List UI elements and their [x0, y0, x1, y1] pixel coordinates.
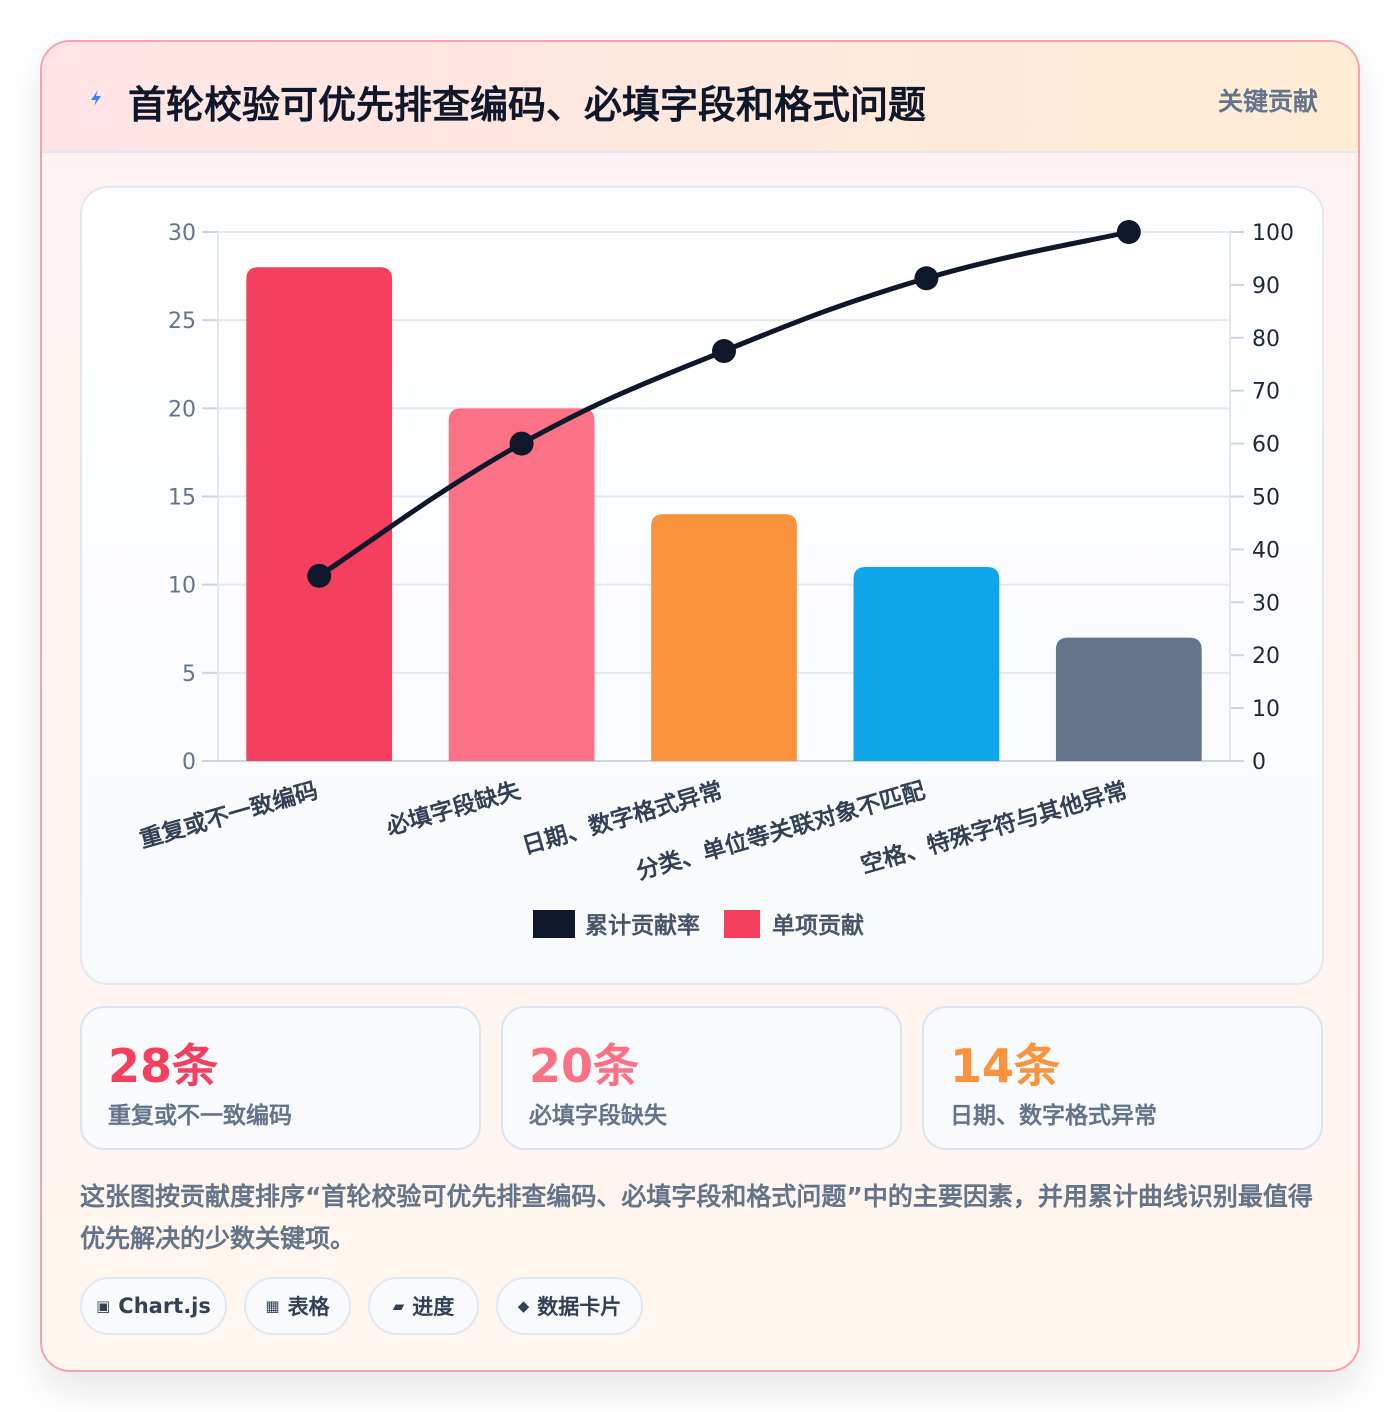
- chip-data-card[interactable]: ◆ 数据卡片: [496, 1277, 643, 1335]
- lightning-icon: [91, 90, 101, 106]
- right-tick-label: 70: [1252, 380, 1280, 405]
- stat-label-2: 必填字段缺失: [529, 1103, 667, 1129]
- chip-label: Chart.js: [118, 1294, 211, 1318]
- key-contribution-badge: 关键贡献: [1217, 87, 1318, 116]
- stat-value-1: 28条: [108, 1039, 219, 1093]
- table-icon: ▦: [265, 1297, 280, 1315]
- x-tick-label: 必填字段缺失: [383, 777, 524, 841]
- stat-label-3: 日期、数字格式异常: [950, 1103, 1157, 1129]
- chip-label: 数据卡片: [537, 1295, 622, 1319]
- report-card: 首轮校验可优先排查编码、必填字段和格式问题 关键贡献 0 5 10 15 20 25 30 0…: [40, 40, 1360, 1372]
- right-tick-label: 40: [1252, 538, 1280, 563]
- legend-swatch-cumulative: [533, 910, 575, 938]
- stat-card-1: 28条 重复或不一致编码: [80, 1006, 481, 1150]
- left-tick-label: 20: [168, 397, 196, 422]
- data-card-icon: ◆: [517, 1297, 530, 1315]
- cumulative-point-2: [509, 431, 534, 456]
- legend-label-cumulative: 累计贡献率: [585, 912, 700, 939]
- bar-3: [651, 514, 797, 761]
- bar-5: [1055, 637, 1202, 761]
- cumulative-point-3: [712, 339, 736, 364]
- left-tick-label: 15: [168, 486, 196, 511]
- right-tick-label: 100: [1252, 221, 1294, 246]
- chip-chartjs[interactable]: ▣ Chart.js: [80, 1277, 227, 1335]
- bar-1: [246, 267, 393, 761]
- right-tick-label: 30: [1252, 591, 1280, 616]
- right-tick-label: 80: [1252, 327, 1280, 352]
- stat-card-2: 20条 必填字段缺失: [501, 1006, 902, 1150]
- chip-label: 表格: [287, 1295, 330, 1319]
- card-header: 首轮校验可优先排查编码、必填字段和格式问题 关键贡献: [42, 42, 1358, 153]
- left-tick-label: 10: [168, 574, 196, 599]
- pareto-chart-panel: 0 5 10 15 20 25 30 0 10 20 30 40 50 60 70 80 90 100 重复或不一致…: [80, 186, 1324, 985]
- cumulative-point-5: [1116, 220, 1141, 244]
- stat-value-2: 20条: [529, 1039, 640, 1093]
- right-tick-label: 10: [1252, 697, 1280, 722]
- bar-4: [853, 567, 1000, 761]
- right-tick-label: 90: [1252, 274, 1280, 299]
- pareto-chart: 0 5 10 15 20 25 30 0 10 20 30 40 50 60 70 80 90 100 重复或不一致…: [137, 220, 1294, 939]
- stat-value-3: 14条: [950, 1039, 1061, 1093]
- progress-icon: ▰: [392, 1297, 405, 1315]
- right-tick-label: 0: [1252, 750, 1266, 775]
- legend-swatch-single: [724, 910, 760, 938]
- bar-2: [448, 408, 595, 761]
- chip-table[interactable]: ▦ 表格: [244, 1277, 351, 1335]
- left-tick-label: 30: [168, 221, 196, 246]
- legend-label-single: 单项贡献: [772, 913, 864, 939]
- chart-description: 这张图按贡献度排序“首轮校验可优先排查编码、必填字段和格式问题”中的主要因素，并…: [80, 1182, 1313, 1253]
- chip-label: 进度: [412, 1295, 455, 1319]
- right-tick-label: 50: [1252, 486, 1280, 511]
- page-title: 首轮校验可优先排查编码、必填字段和格式问题: [128, 83, 927, 127]
- right-tick-label: 20: [1252, 644, 1280, 669]
- stat-label-1: 重复或不一致编码: [108, 1103, 292, 1129]
- left-tick-label: 5: [182, 662, 196, 687]
- chart-icon: ▣: [96, 1297, 111, 1315]
- left-tick-label: 0: [182, 750, 196, 775]
- x-tick-label: 重复或不一致编码: [137, 777, 321, 854]
- stat-card-3: 14条 日期、数字格式异常: [922, 1006, 1323, 1150]
- left-tick-label: 25: [168, 309, 196, 334]
- cumulative-point-4: [914, 266, 939, 291]
- cumulative-point-1: [307, 563, 332, 588]
- right-tick-label: 60: [1252, 433, 1280, 458]
- chip-progress[interactable]: ▰ 进度: [368, 1277, 479, 1335]
